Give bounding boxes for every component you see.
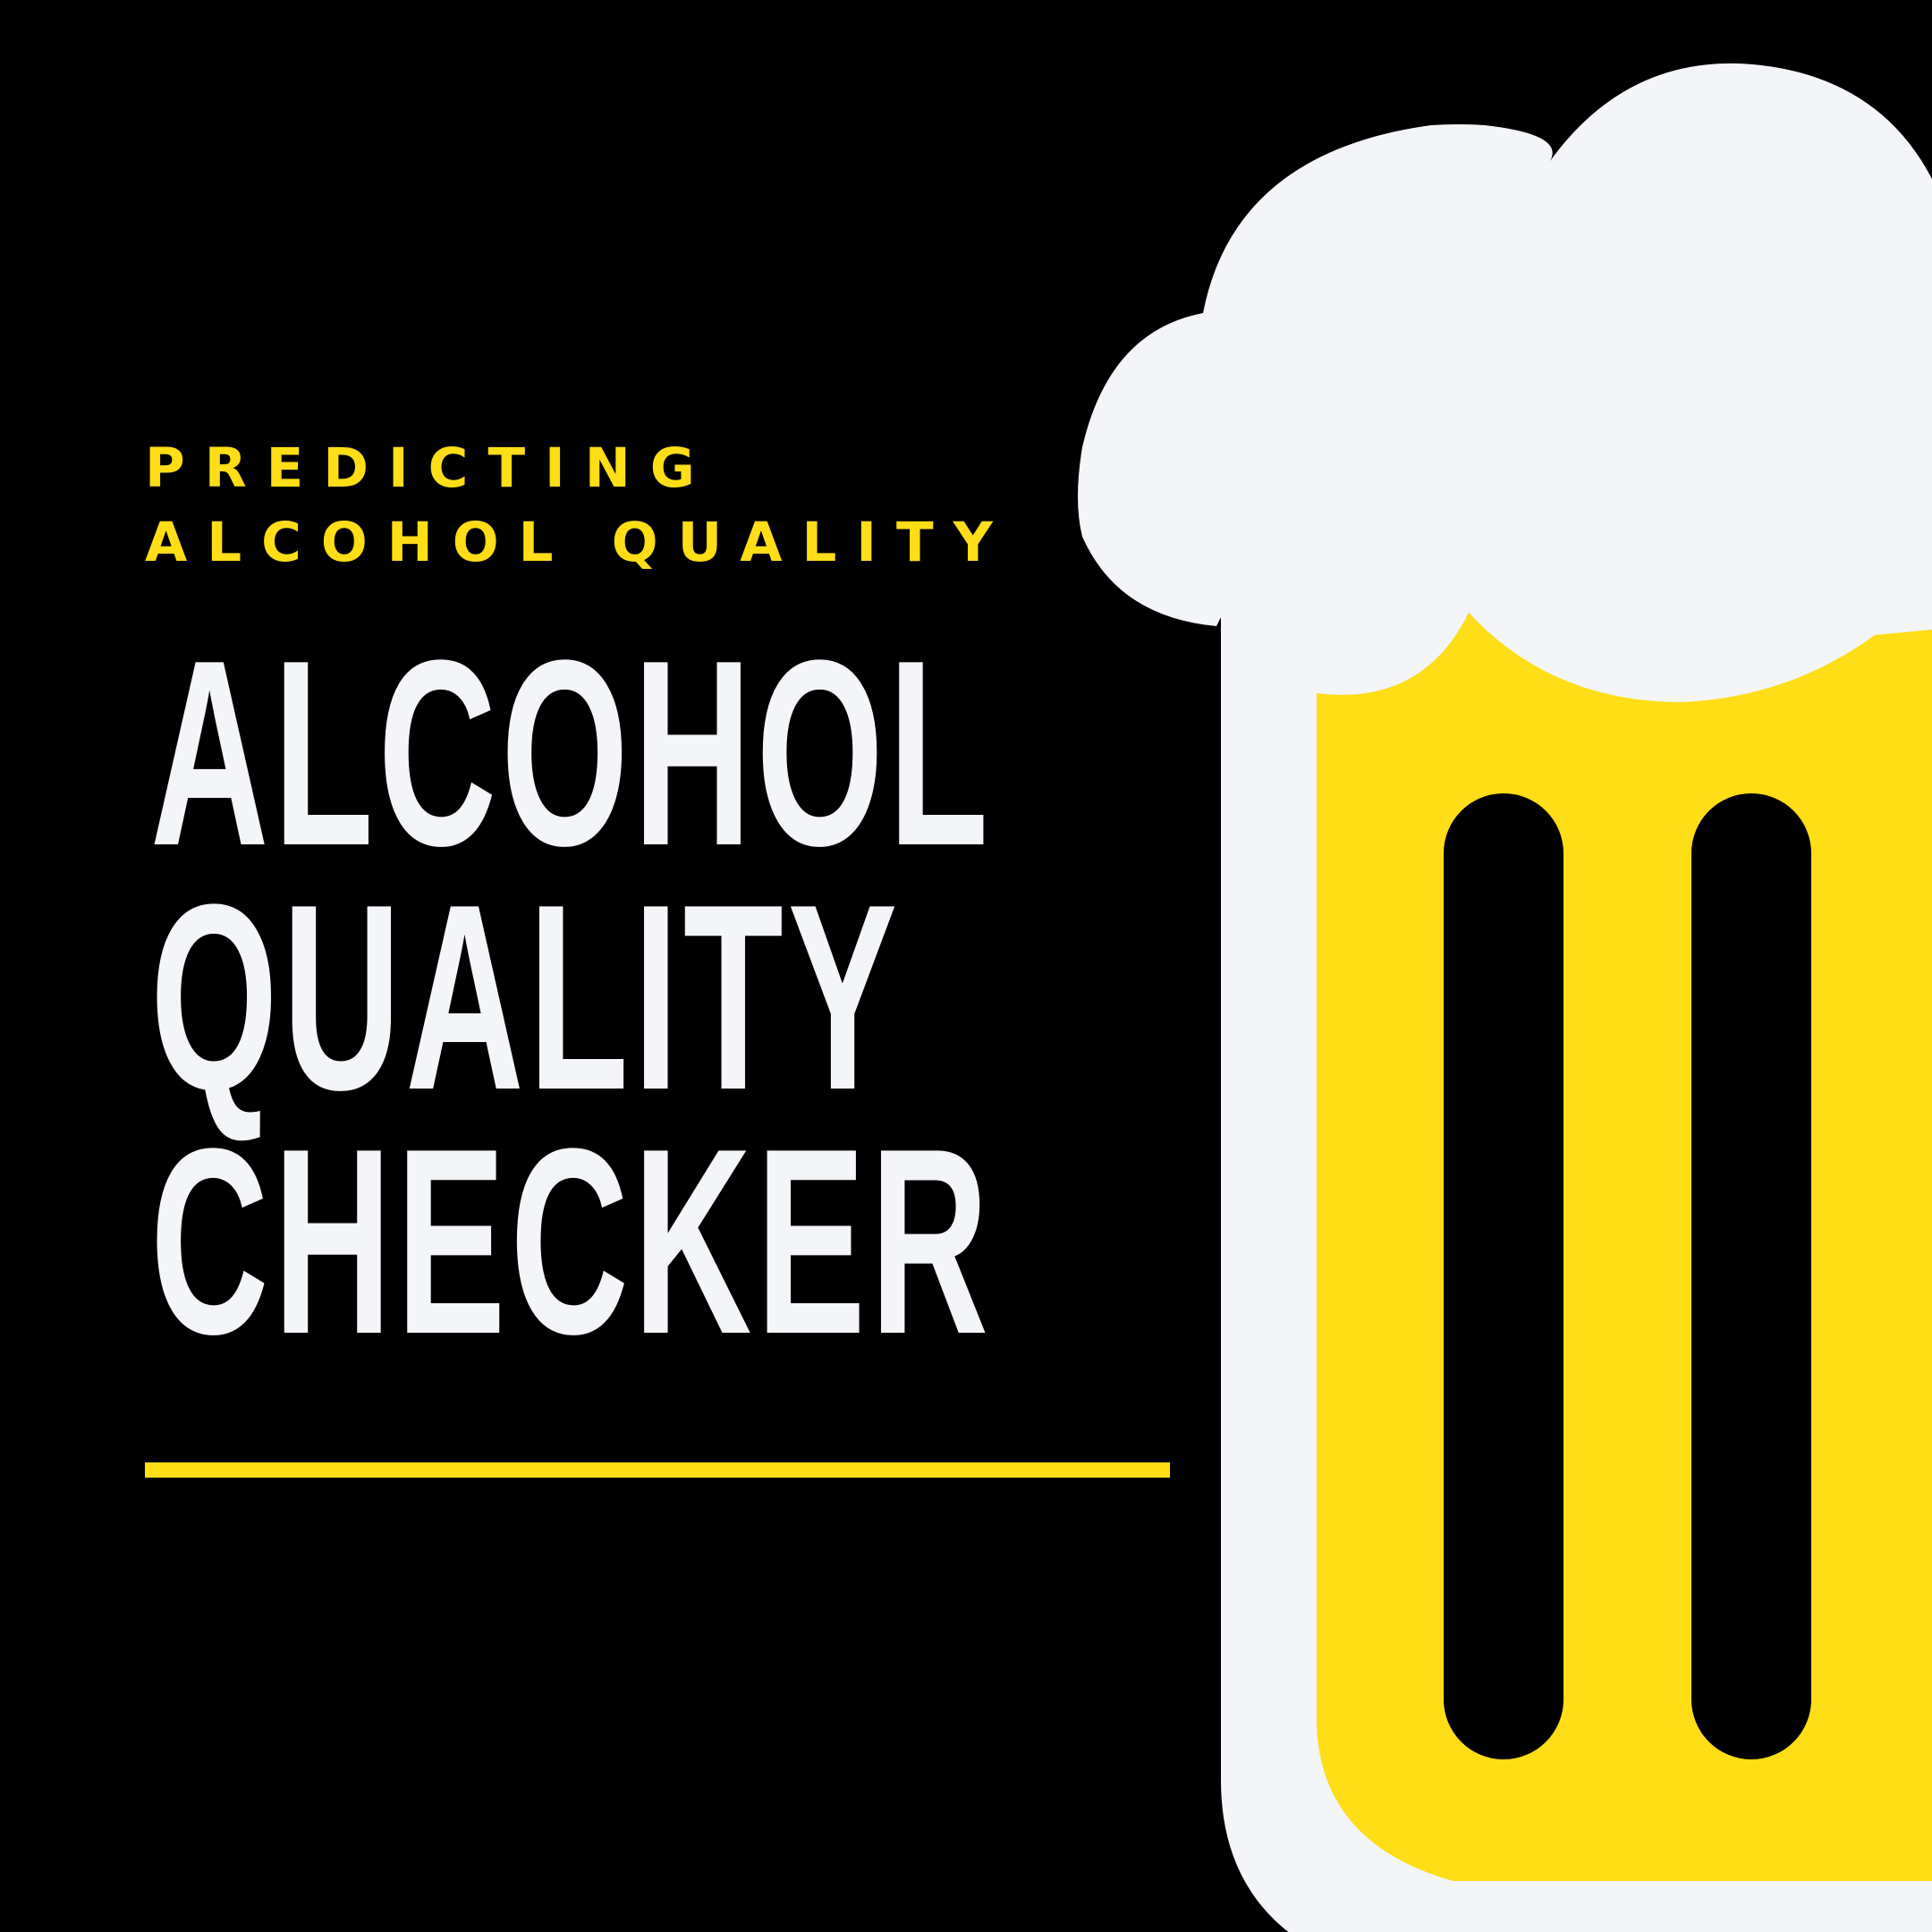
foam (1078, 64, 1932, 705)
foam-drip (1317, 613, 1875, 702)
accent-divider (145, 1462, 1170, 1478)
subtitle: PREDICTING ALCOHOL QUALITY (145, 436, 1013, 574)
page-title: ALCOHOL QUALITY CHECKER (150, 605, 1510, 1389)
title-line-3: CHECKER (150, 1093, 994, 1389)
reflection-stripe-right (1691, 793, 1811, 1759)
reflection-stripe-left (1444, 793, 1563, 1759)
title-line-2: QUALITY (150, 849, 902, 1145)
title-line-1: ALCOHOL (150, 605, 994, 901)
